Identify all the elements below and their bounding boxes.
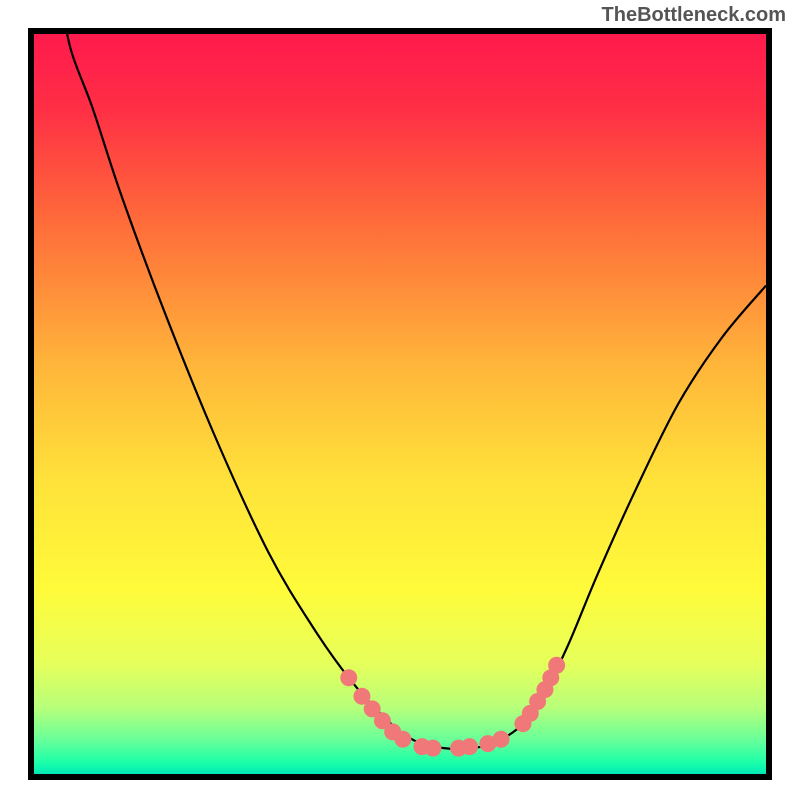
curve-marker — [493, 731, 510, 748]
watermark-text: TheBottleneck.com — [602, 4, 786, 27]
curve-marker — [424, 740, 441, 757]
curve-marker — [461, 738, 478, 755]
chart-container: { "watermark": { "text": "TheBottleneck.… — [0, 0, 800, 800]
plot-frame — [28, 28, 772, 780]
curve-layer — [34, 34, 766, 774]
curve-marker — [548, 657, 565, 674]
curve-marker — [340, 669, 357, 686]
curve-marker — [394, 731, 411, 748]
bottleneck-curve — [60, 34, 766, 749]
